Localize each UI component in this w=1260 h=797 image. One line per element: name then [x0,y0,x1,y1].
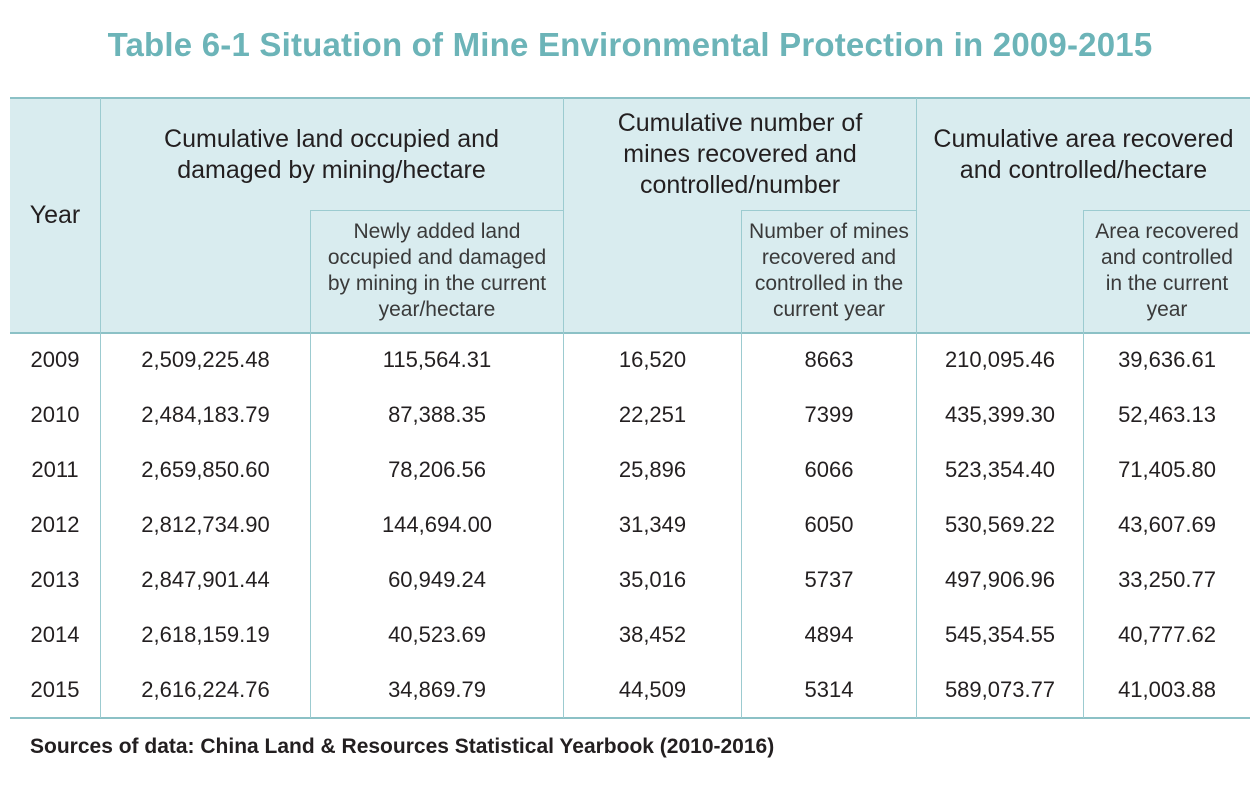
cell-mines-recovered: 31,349 [618,512,687,537]
cell-area-recovered: 210,095.46 [944,347,1056,372]
cell-land-damaged: 2,509,225.48 [141,347,270,372]
header-land-damaged: Cumulative land occupied and damaged by … [164,125,499,184]
cell-area-current: 43,607.69 [1118,512,1216,537]
cell-mines-recovered: 38,452 [618,622,687,647]
cell-year: 2012 [30,512,80,537]
cell-mines-recovered: 16,520 [618,347,687,372]
cell-area-recovered: 530,569.22 [944,512,1056,537]
cell-mines-recovered: 44,509 [618,677,687,702]
cell-area-current: 39,636.61 [1118,347,1216,372]
cell-year: 2011 [31,457,79,482]
cell-land-damaged: 2,484,183.79 [141,402,270,427]
cell-mines-current: 7399 [804,402,854,427]
header-area-current: Area recovered and controlled in the cur… [1095,220,1239,321]
cell-land-new: 60,949.24 [388,567,486,592]
cell-land-new: 87,388.35 [388,402,486,427]
cell-mines-current: 5737 [804,567,854,592]
cell-area-current: 71,405.80 [1118,457,1216,482]
cell-land-new: 78,206.56 [388,457,486,482]
cell-area-recovered: 435,399.30 [944,402,1056,427]
cell-area-recovered: 589,073.77 [944,677,1056,702]
table-header [10,98,1250,333]
cell-year: 2015 [30,677,80,702]
cell-land-damaged: 2,812,734.90 [141,512,270,537]
header-mines-current: Number of mines recovered and controlled… [749,220,909,321]
cell-mines-recovered: 22,251 [618,402,687,427]
cell-mines-current: 5314 [804,677,854,702]
cell-year: 2013 [30,567,80,592]
cell-mines-current: 8663 [804,347,854,372]
cell-area-current: 52,463.13 [1118,402,1216,427]
cell-mines-recovered: 35,016 [618,567,687,592]
cell-mines-current: 4894 [804,622,854,647]
cell-mines-current: 6050 [804,512,854,537]
cell-land-damaged: 2,618,159.19 [141,622,270,647]
cell-mines-recovered: 25,896 [618,457,687,482]
cell-land-damaged: 2,659,850.60 [141,457,270,482]
cell-year: 2009 [30,347,80,372]
cell-area-current: 41,003.88 [1118,677,1216,702]
cell-land-new: 34,869.79 [388,677,486,702]
cell-year: 2014 [30,622,80,647]
header-area-recovered: Cumulative area recovered and controlled… [933,125,1234,184]
source-note: Sources of data: China Land & Resources … [30,735,775,758]
cell-land-new: 115,564.31 [382,347,492,372]
cell-area-current: 40,777.62 [1118,622,1216,647]
header-year: Year [29,201,81,229]
cell-land-new: 40,523.69 [388,622,486,647]
cell-area-recovered: 497,906.96 [944,567,1056,592]
header-mines-recovered: Cumulative number of mines recovered and… [617,108,863,199]
cell-land-damaged: 2,847,901.44 [141,567,270,592]
cell-land-damaged: 2,616,224.76 [141,677,270,702]
cell-area-current: 33,250.77 [1118,567,1216,592]
header-land-new: Newly added land occupied and damaged by… [327,220,547,321]
cell-mines-current: 6066 [804,457,854,482]
cell-year: 2010 [30,402,80,427]
cell-area-recovered: 523,354.40 [944,457,1056,482]
cell-land-new: 144,694.00 [381,512,493,537]
table-title: Table 6-1 Situation of Mine Environmenta… [107,26,1153,63]
cell-area-recovered: 545,354.55 [944,622,1056,647]
